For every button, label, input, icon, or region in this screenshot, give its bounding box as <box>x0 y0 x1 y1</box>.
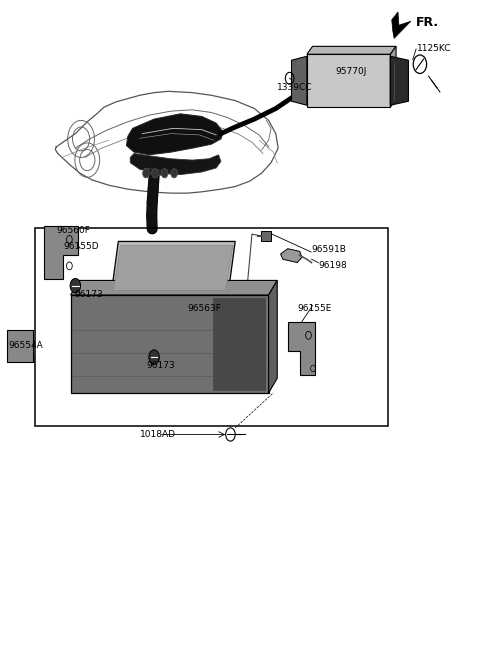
Text: 96198: 96198 <box>319 261 348 270</box>
Polygon shape <box>130 153 221 175</box>
Text: 96591B: 96591B <box>312 245 347 254</box>
Bar <box>307 54 390 107</box>
Text: 96560F: 96560F <box>56 226 90 234</box>
Polygon shape <box>144 168 166 176</box>
Circle shape <box>149 350 159 365</box>
Bar <box>35 228 388 426</box>
Bar <box>213 298 264 390</box>
Bar <box>262 232 271 241</box>
Text: 1125KC: 1125KC <box>417 44 451 54</box>
Polygon shape <box>392 12 411 39</box>
Polygon shape <box>111 242 235 294</box>
Polygon shape <box>269 280 277 393</box>
Polygon shape <box>114 246 233 290</box>
Bar <box>149 295 161 307</box>
Circle shape <box>143 169 149 178</box>
Text: 1339CC: 1339CC <box>277 83 313 92</box>
Circle shape <box>161 169 168 178</box>
Bar <box>71 295 269 393</box>
Circle shape <box>171 169 178 178</box>
Bar <box>247 367 255 383</box>
Polygon shape <box>307 46 396 54</box>
Circle shape <box>70 278 81 293</box>
Text: 96554A: 96554A <box>9 341 43 350</box>
Polygon shape <box>390 46 396 107</box>
Text: 96563F: 96563F <box>188 304 221 313</box>
Polygon shape <box>126 114 223 155</box>
Polygon shape <box>390 56 408 105</box>
Circle shape <box>228 341 238 354</box>
Circle shape <box>152 169 158 178</box>
Text: 96173: 96173 <box>74 290 103 299</box>
Text: 1018AD: 1018AD <box>140 430 176 439</box>
Polygon shape <box>71 280 277 295</box>
Text: 96155E: 96155E <box>297 303 332 313</box>
Polygon shape <box>281 249 302 262</box>
Bar <box>7 330 34 362</box>
Bar <box>258 367 265 383</box>
Polygon shape <box>291 56 307 105</box>
Polygon shape <box>44 226 78 279</box>
Text: 96173: 96173 <box>146 361 175 370</box>
Polygon shape <box>288 322 315 375</box>
Text: 96155D: 96155D <box>63 242 99 250</box>
Text: 95770J: 95770J <box>336 67 367 76</box>
Text: FR.: FR. <box>416 16 439 29</box>
